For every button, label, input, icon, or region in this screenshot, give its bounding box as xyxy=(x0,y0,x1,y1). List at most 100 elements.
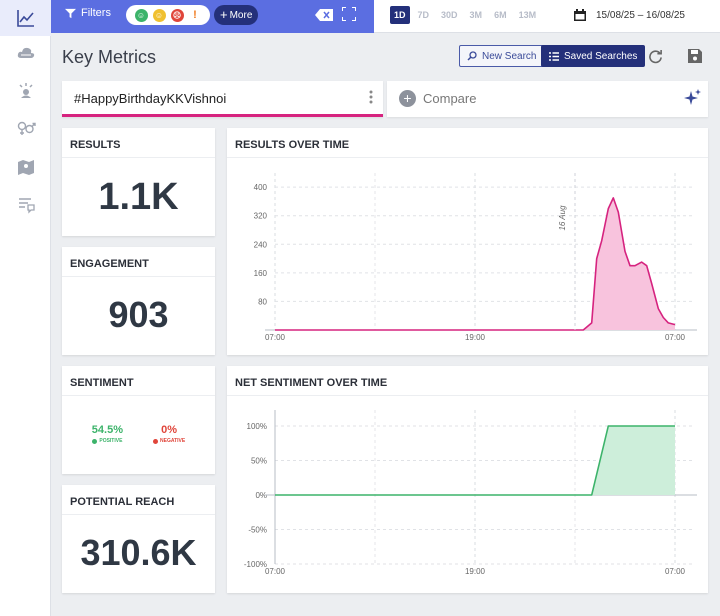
divider xyxy=(227,157,708,158)
gender-icon xyxy=(17,121,36,135)
new-search-label: New Search xyxy=(482,50,537,62)
refresh-icon xyxy=(648,49,662,63)
page-title: Key Metrics xyxy=(62,47,157,67)
cloud-icon xyxy=(17,47,34,58)
net-sentiment-chart[interactable]: 100%50%0%-50%-100%07:00 19:00 07:00 xyxy=(227,396,708,593)
date-bar: 1D 7D 30D 3M 6M 13M 15/08/25 – 16/08/25 xyxy=(374,0,720,33)
range-button-30d[interactable]: 30D xyxy=(441,10,458,20)
series-area xyxy=(275,426,675,495)
x-tick-label: 07:00 xyxy=(665,333,686,342)
results-value: 1.1K xyxy=(98,176,179,218)
range-button-1d[interactable]: 1D xyxy=(390,6,410,24)
sidebar-item-influencers[interactable] xyxy=(0,73,51,109)
potential-reach-title: POTENTIAL REACH xyxy=(70,496,175,508)
new-search-button[interactable]: New Search xyxy=(459,45,545,67)
alert-icon[interactable]: ! xyxy=(188,8,202,22)
divider xyxy=(62,276,215,277)
range-selector: 1D 7D 30D 3M 6M 13M xyxy=(390,6,540,24)
annotation-label: 16 Aug xyxy=(558,205,567,231)
negative-emoji-icon[interactable]: ☹ xyxy=(170,8,184,22)
date-range-picker[interactable]: 15/08/25 – 16/08/25 xyxy=(574,9,685,21)
plus-icon: + xyxy=(220,7,228,22)
negative-label: NEGATIVE xyxy=(160,438,186,444)
negative-sentiment: 0% NEGATIVE xyxy=(153,424,185,444)
y-tick-label: 0% xyxy=(255,491,267,500)
positive-sentiment: 54.5% POSITIVE xyxy=(92,424,123,444)
negative-value: 0% xyxy=(161,424,178,436)
y-tick-label: 50% xyxy=(251,457,267,466)
comments-icon xyxy=(18,198,35,214)
potential-reach-value: 310.6K xyxy=(80,532,197,573)
more-filters-button[interactable]: + More xyxy=(214,5,259,25)
y-tick-label: 400 xyxy=(254,183,268,192)
y-tick-label: 240 xyxy=(254,240,268,249)
sidebar-item-overview[interactable] xyxy=(0,0,51,36)
save-icon xyxy=(688,49,702,63)
search-query-label: #HappyBirthdayKKVishnoi xyxy=(74,91,227,106)
positive-icon xyxy=(92,438,98,444)
negative-icon xyxy=(153,438,158,444)
positive-label: POSITIVE xyxy=(99,438,123,444)
y-tick-label: 80 xyxy=(258,297,267,306)
y-tick-label: -50% xyxy=(248,526,267,535)
engagement-value: 903 xyxy=(108,294,169,335)
x-tick-label: 07:00 xyxy=(665,567,686,576)
divider xyxy=(62,514,215,515)
series-line xyxy=(275,425,675,496)
saved-searches-label: Saved Searches xyxy=(564,50,638,62)
influencer-icon xyxy=(18,83,33,98)
x-tick-label: 19:00 xyxy=(465,567,486,576)
sentiment-title: SENTIMENT xyxy=(70,377,134,389)
refresh-button[interactable] xyxy=(645,46,665,66)
engagement-title: ENGAGEMENT xyxy=(70,258,149,270)
filters-label: Filters xyxy=(81,7,111,19)
x-tick-label: 07:00 xyxy=(265,333,286,342)
divider xyxy=(62,395,215,396)
neutral-emoji-icon[interactable]: ☺ xyxy=(152,8,166,22)
positive-value: 54.5% xyxy=(91,424,123,436)
results-over-time-card: RESULTS OVER TIME 80 160 240 320 400 07:00 19:… xyxy=(227,128,708,355)
sidebar-item-cloud[interactable] xyxy=(0,35,51,71)
filter-icon xyxy=(65,8,76,18)
clear-filters-icon[interactable] xyxy=(315,9,333,21)
sparkle-icon[interactable] xyxy=(684,89,702,107)
search-icon xyxy=(467,51,477,61)
sidebar-item-mentions[interactable] xyxy=(0,186,51,222)
sidebar xyxy=(0,0,51,616)
range-button-13m[interactable]: 13M xyxy=(518,10,537,20)
potential-reach-card: POTENTIAL REACH 310.6K xyxy=(62,485,215,593)
y-tick-label: 100% xyxy=(247,422,267,431)
results-card: RESULTS 1.1K xyxy=(62,128,215,236)
map-icon xyxy=(17,160,34,175)
sentiment-filter[interactable]: ☺ ☺ ☹ ! xyxy=(126,5,210,25)
kebab-menu-icon[interactable] xyxy=(369,90,373,104)
top-bar: Filters ☺ ☺ ☹ ! + More 1D 7D 30D 3M 6M 13M 15… xyxy=(51,0,720,33)
series-area xyxy=(275,197,675,330)
results-over-time-chart[interactable]: 80 160 240 320 400 07:00 19:00 07:00 16 Aug xyxy=(227,158,708,355)
range-button-7d[interactable]: 7D xyxy=(417,10,430,20)
net-sentiment-card: NET SENTIMENT OVER TIME 100% 50% 0% -50% -10… xyxy=(227,366,708,593)
search-tab-active[interactable]: #HappyBirthdayKKVishnoi xyxy=(62,81,383,117)
results-chart-title: RESULTS OVER TIME xyxy=(235,139,350,151)
engagement-card: ENGAGEMENT 903 xyxy=(62,247,215,355)
compare-tab[interactable]: + Compare xyxy=(387,81,708,117)
range-button-6m[interactable]: 6M xyxy=(494,10,507,20)
save-button[interactable] xyxy=(685,46,705,66)
series-line xyxy=(275,197,676,331)
range-button-3m[interactable]: 3M xyxy=(469,10,483,20)
positive-emoji-icon[interactable]: ☺ xyxy=(134,8,148,22)
y-tick-label: -100% xyxy=(244,560,267,569)
saved-searches-button[interactable]: Saved Searches xyxy=(541,45,646,67)
sentiment-breakdown: 54.5% POSITIVE 0% NEGATIVE xyxy=(62,424,215,444)
fullscreen-icon[interactable] xyxy=(342,7,356,21)
more-label: More xyxy=(229,9,253,21)
list-icon xyxy=(549,51,559,61)
divider xyxy=(227,395,708,396)
sidebar-item-geography[interactable] xyxy=(0,149,51,185)
y-tick-label: 320 xyxy=(254,212,268,221)
sidebar-item-demographics[interactable] xyxy=(0,110,51,146)
results-title: RESULTS xyxy=(70,139,121,151)
sentiment-card: SENTIMENT 54.5% POSITIVE 0% NEGATIVE xyxy=(62,366,215,474)
filter-bar: Filters ☺ ☺ ☹ ! + More xyxy=(51,0,374,33)
filters-button[interactable]: Filters xyxy=(65,7,111,19)
